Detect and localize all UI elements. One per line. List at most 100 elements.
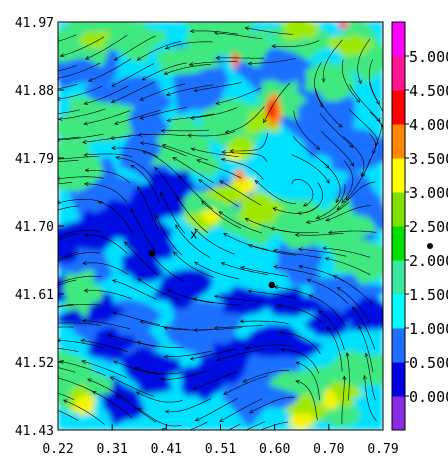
streamline [58, 339, 105, 349]
streamline [164, 350, 212, 357]
green-patch [329, 237, 383, 286]
streamline-arrow [189, 115, 195, 120]
streamline-arrow [325, 217, 330, 222]
streamline-arrow [295, 380, 300, 384]
streamline [139, 83, 186, 101]
streamline-arrow [137, 408, 142, 413]
streamline [81, 340, 128, 352]
streamline [162, 144, 209, 161]
y-tick-label: 41.79 [15, 152, 54, 167]
streamline-arrow [240, 266, 245, 270]
streamline [328, 230, 377, 233]
streamline [92, 391, 133, 419]
streamline-arrow [160, 377, 165, 382]
dark-blue-patch [119, 346, 182, 395]
streamline-arrow [239, 319, 245, 324]
streamline-arrow [30, 72, 34, 76]
red-spot [233, 53, 239, 62]
streamline-arrow [351, 306, 357, 312]
streamline [248, 290, 296, 299]
streamline-arrow [187, 133, 192, 138]
streamline [162, 421, 208, 430]
streamline [58, 326, 74, 328]
streamline-arrow [173, 251, 178, 256]
streamline-arrow [59, 53, 65, 58]
streamline [221, 158, 264, 180]
dark-blue-patch [147, 169, 196, 200]
streamline-arrow [213, 31, 219, 36]
streamline [271, 40, 320, 47]
x-marker: x [190, 227, 197, 241]
streamline-arrow [35, 270, 39, 274]
streamline-arrow [215, 100, 220, 105]
streamline [58, 392, 75, 400]
streamline-arrow [160, 191, 164, 197]
colorbar-tick-label: 5.000 [409, 48, 448, 66]
streamline [58, 233, 78, 241]
streamline-arrow [154, 167, 159, 172]
red-spot [266, 100, 277, 119]
streamline-arrow [137, 132, 143, 137]
streamline [358, 325, 374, 372]
streamline [114, 35, 156, 61]
streamline-arrow [244, 217, 250, 222]
streamline-arrow [335, 198, 340, 204]
blue-patch [119, 108, 186, 180]
streamline [58, 251, 79, 260]
streamline [58, 304, 101, 308]
yellow-patch [322, 388, 340, 410]
x-tick-label: 0.51 [205, 442, 236, 457]
streamline [140, 142, 187, 157]
streamline [295, 233, 344, 236]
streamline [82, 320, 131, 330]
colorbar-tick-label: 0.500 [409, 354, 448, 372]
streamline [322, 247, 371, 258]
streamline [176, 196, 209, 234]
streamline-arrow [332, 275, 338, 279]
streamline-arrow [247, 244, 253, 249]
streamline [341, 376, 345, 425]
streamline [345, 158, 371, 201]
streamline-arrow [31, 138, 35, 141]
streamline-arrow [328, 230, 333, 235]
colorbar-tick-label: 1.000 [409, 320, 448, 338]
streamline-arrow [139, 320, 145, 325]
y-tick-label: 41.88 [15, 84, 54, 99]
y-tick-label: 41.61 [15, 288, 54, 303]
streamline [142, 151, 182, 179]
streamline-arrow [220, 262, 226, 266]
streamline [326, 326, 343, 372]
colorbar-swatch [392, 192, 405, 227]
streamline-arrow [34, 402, 38, 405]
streamline-arrow [166, 289, 172, 293]
streamline-arrow [124, 241, 129, 246]
streamline-arrow [58, 116, 63, 121]
streamline [187, 131, 236, 137]
streamline [58, 34, 77, 42]
streamline [165, 41, 213, 49]
streamline [155, 215, 183, 256]
streamline-arrow [221, 150, 226, 155]
streamline-arrow [164, 45, 170, 50]
blue-patch [163, 300, 248, 369]
point-marker [148, 250, 156, 257]
streamline [113, 312, 160, 326]
streamline-arrow [163, 71, 169, 75]
yellow-patch [230, 175, 260, 197]
streamline-arrow [356, 98, 361, 104]
streamline [365, 353, 376, 401]
streamline [58, 182, 73, 185]
streamline-arrow [198, 179, 203, 184]
streamline-arrow [130, 164, 135, 169]
streamline-arrow [166, 118, 171, 123]
streamlines [30, 26, 383, 430]
green-patch [307, 196, 379, 258]
colorbar-tick-label: 3.000 [409, 184, 448, 202]
colorbar-tick-label: 2.000 [409, 252, 448, 270]
streamline [214, 325, 263, 329]
contour-field [58, 22, 383, 430]
streamline [263, 82, 291, 123]
streamline [58, 205, 80, 211]
colorbar-swatch [392, 396, 405, 431]
streamline [298, 248, 347, 257]
